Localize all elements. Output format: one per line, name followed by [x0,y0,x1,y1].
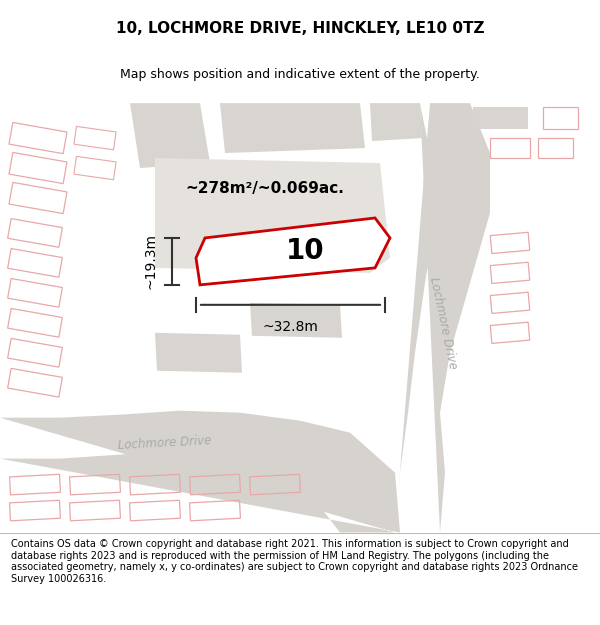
Polygon shape [155,332,242,372]
Text: Lochmore Drive: Lochmore Drive [427,276,459,370]
Polygon shape [130,103,210,168]
Polygon shape [155,158,390,273]
Text: ~278m²/~0.069ac.: ~278m²/~0.069ac. [185,181,344,196]
Text: Map shows position and indicative extent of the property.: Map shows position and indicative extent… [120,68,480,81]
Text: 10: 10 [286,237,325,265]
Polygon shape [196,218,390,285]
Polygon shape [220,103,365,153]
Polygon shape [473,107,527,129]
Text: ~19.3m: ~19.3m [144,233,158,289]
Text: ~32.8m: ~32.8m [263,320,319,334]
Polygon shape [395,103,490,532]
Text: 10, LOCHMORE DRIVE, HINCKLEY, LE10 0TZ: 10, LOCHMORE DRIVE, HINCKLEY, LE10 0TZ [116,21,484,36]
Polygon shape [370,103,422,141]
Polygon shape [250,303,342,338]
Text: Lochmore Drive: Lochmore Drive [118,434,212,452]
Text: Contains OS data © Crown copyright and database right 2021. This information is : Contains OS data © Crown copyright and d… [11,539,578,584]
Polygon shape [0,411,400,532]
